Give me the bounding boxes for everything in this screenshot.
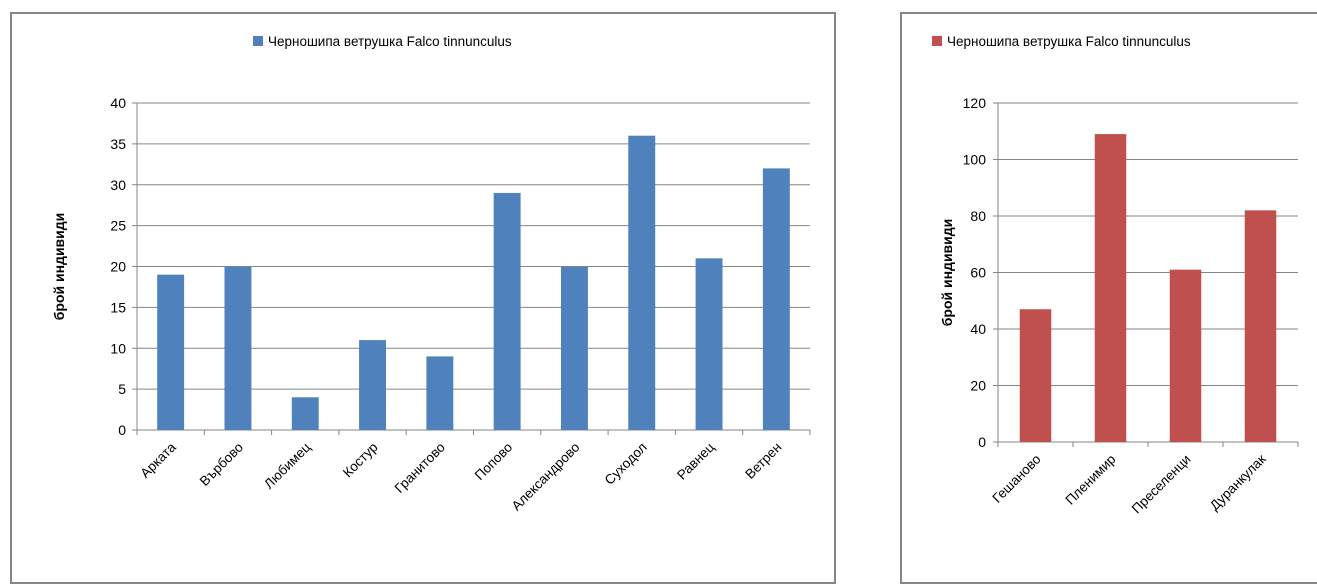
x-category-label: Ветрен (742, 440, 784, 482)
bar (695, 258, 723, 430)
bar-chart-right: 0 20 40 60 80 100 120 Гешаново Пленимир Преселенц… (932, 34, 1299, 517)
chart-panel-right: 0 20 40 60 80 100 120 Гешаново Пленимир Преселенц… (900, 12, 1317, 584)
x-category-label: Равнец (674, 439, 717, 482)
y-tick-label: 100 (963, 152, 987, 168)
y-tick-label: 0 (978, 434, 986, 450)
y-axis-title: брой индивиди (51, 213, 67, 321)
legend-swatch (932, 36, 942, 46)
y-tick-label: 30 (110, 177, 126, 193)
x-category-label: Суходол (602, 440, 650, 488)
x-category-label: Гранитово (392, 440, 448, 496)
bar (157, 274, 185, 430)
x-category-label: Попово (472, 440, 516, 484)
legend-swatch (253, 36, 263, 46)
x-category-label: Александрово (509, 440, 583, 514)
y-tick-label: 5 (118, 381, 126, 397)
chart-panel-left: 0 5 10 15 20 25 30 35 40 Арката Върбово Любимец Кост… (10, 12, 836, 584)
legend-label: Черношипа ветрушка Falco tinnunculus (268, 34, 512, 49)
bar (493, 192, 521, 430)
y-tick-label: 40 (970, 321, 986, 337)
y-tick-label: 10 (110, 340, 126, 356)
bar (359, 340, 387, 430)
y-axis-title: брой индивиди (939, 219, 955, 327)
bar (291, 397, 319, 430)
x-category-label: Върбово (197, 440, 246, 489)
x-category-label: Гешаново (989, 452, 1043, 506)
y-tick-label: 0 (118, 422, 126, 438)
bar (1169, 269, 1202, 442)
bar (762, 168, 790, 430)
bar (224, 266, 252, 430)
y-tick-label: 20 (110, 259, 126, 275)
x-category-label: Дуранкулак (1207, 451, 1269, 513)
bar (1019, 309, 1052, 442)
y-tick-label: 35 (110, 136, 126, 152)
bar (426, 356, 454, 430)
y-tick-label: 15 (110, 299, 126, 315)
y-tick-label: 60 (970, 265, 986, 281)
x-category-label: Пленимир (1062, 452, 1118, 508)
bar (628, 135, 656, 430)
x-category-label: Костур (340, 440, 381, 481)
bar (1094, 134, 1127, 442)
legend-label: Черношипа ветрушка Falco tinnunculus (947, 34, 1191, 49)
y-tick-label: 80 (970, 208, 986, 224)
y-tick-label: 120 (963, 95, 987, 111)
y-tick-label: 40 (110, 95, 126, 111)
x-category-label: Преселенци (1129, 452, 1194, 517)
bar (1244, 210, 1277, 442)
y-tick-label: 25 (110, 218, 126, 234)
x-category-label: Арката (137, 439, 179, 481)
bar (560, 266, 588, 430)
bar-chart-left: 0 5 10 15 20 25 30 35 40 Арката Върбово Любимец Кост… (51, 34, 811, 514)
y-tick-label: 20 (970, 378, 986, 394)
x-category-label: Любимец (261, 439, 313, 491)
